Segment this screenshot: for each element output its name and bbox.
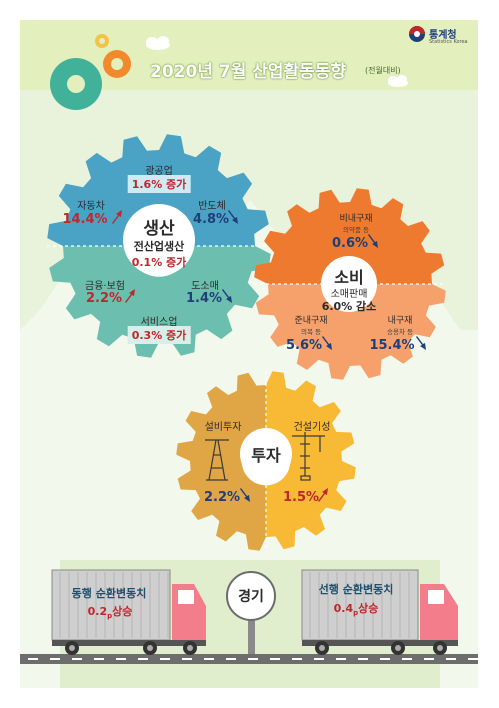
investment-title: 투자 <box>251 446 281 465</box>
down-arrow-icon <box>240 488 250 502</box>
gear-icon <box>50 58 102 110</box>
mining-value: 1.6% 증가 <box>127 175 191 193</box>
production-total-label: 전산업생산 <box>133 240 185 253</box>
production-total-value: 0.1% 증가 <box>131 256 187 269</box>
crane-icon <box>292 432 325 481</box>
logo-name: 통계청 <box>429 30 457 41</box>
coincident-unit: p <box>107 612 113 621</box>
auto-label: 자동차 <box>77 201 105 212</box>
up-arrow-icon <box>318 488 328 502</box>
facility-value: 2.2% <box>203 490 241 505</box>
semidurable-label: 준내구재 <box>294 316 328 326</box>
road-markings <box>28 658 478 660</box>
gear-icon <box>95 34 109 48</box>
consumption-title: 소비 <box>334 268 364 287</box>
retail-label: 도소매 <box>191 281 219 292</box>
nondurable-label: 비내구재 <box>339 214 373 224</box>
gear-icon <box>103 50 131 78</box>
down-arrow-icon <box>368 234 378 248</box>
statistics-korea-logo-icon <box>409 26 425 42</box>
down-arrow-icon <box>322 336 332 350</box>
up-arrow-icon <box>125 289 135 303</box>
services-value: 0.3% 증가 <box>127 326 191 344</box>
semidurable-value: 5.6% <box>285 338 323 353</box>
durable-label: 내구재 <box>387 316 413 326</box>
leading-unit: p <box>353 609 359 618</box>
facility-label: 설비투자 <box>204 422 242 433</box>
coincident-value: 0.2 <box>87 605 108 618</box>
durable-value: 15.4% <box>369 338 415 353</box>
nondurable-sub: 의약품 등 <box>343 226 369 234</box>
construction-label: 건설기성 <box>293 422 331 433</box>
down-arrow-icon <box>228 210 238 224</box>
production-title: 생산 <box>143 219 175 239</box>
coincident-change: 상승 <box>112 605 133 618</box>
signpost-pole <box>248 618 255 664</box>
coincident-label: 동행 순환변동치 <box>71 587 147 600</box>
consumption-total-value: 6.0% 감소 <box>321 300 377 313</box>
economy-title: 경기 <box>238 589 264 605</box>
semidurable-sub: 의복 등 <box>300 328 322 336</box>
down-arrow-icon <box>222 289 232 303</box>
services-label: 서비스업 <box>140 317 178 328</box>
leading-value: 0.4 <box>333 602 354 615</box>
consumption-gear <box>254 188 446 380</box>
truck-icon <box>301 569 458 655</box>
leading-change: 상승 <box>358 602 379 615</box>
consumption-total-label: 소매판매 <box>330 289 368 300</box>
investment-gear <box>176 371 356 551</box>
leading-label: 선행 순환변동치 <box>318 583 394 596</box>
cloud-icon <box>146 36 170 50</box>
mining-label: 광공업 <box>145 166 173 177</box>
page-title: 2020년 7월 산업활동동향 <box>150 62 347 82</box>
finance-label: 금융·보험 <box>85 281 125 292</box>
finance-value: 2.2% <box>85 291 123 306</box>
coincident-value-line: 0.2p상승 <box>88 603 133 620</box>
construction-value: 1.5% <box>282 490 320 505</box>
economy-sign <box>226 571 276 621</box>
oil-pump-icon <box>205 439 229 481</box>
semi-label: 반도체 <box>198 201 226 212</box>
down-arrow-icon <box>416 336 426 350</box>
truck-icon <box>51 569 206 655</box>
retail-value: 1.4% <box>185 291 223 306</box>
leading-value-line: 0.4p상승 <box>334 600 379 617</box>
logo-subtitle: Statistics Korea <box>429 39 468 45</box>
nondurable-value: 0.6% <box>331 236 369 251</box>
cloud-icon <box>388 75 408 87</box>
durable-sub: 승용차 등 <box>387 328 413 336</box>
auto-value: 14.4% <box>62 212 108 227</box>
semi-value: 4.8% <box>192 212 230 227</box>
page-subtitle: (전월대비) <box>365 66 401 75</box>
up-arrow-icon <box>112 210 122 224</box>
